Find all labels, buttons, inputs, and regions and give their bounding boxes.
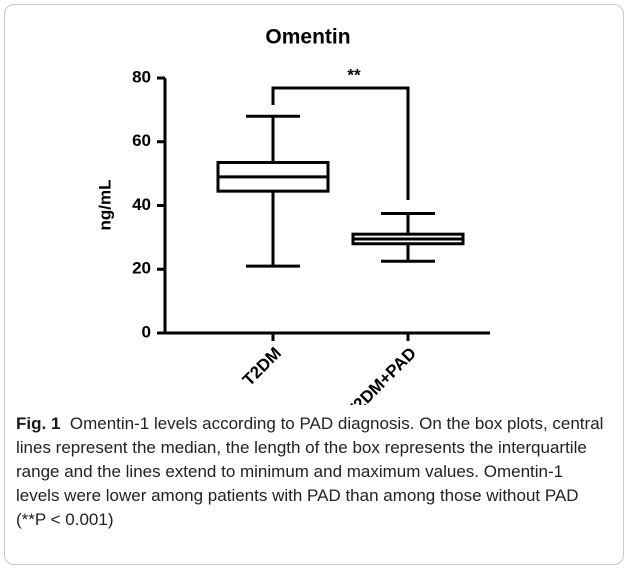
significance-bracket	[271, 86, 410, 200]
y-tick-label: 80	[132, 67, 151, 86]
caption-text: Omentin-1 levels according to PAD diagno…	[16, 414, 604, 529]
y-tick-label: 20	[132, 259, 151, 278]
x-tick-label: T2DM	[239, 344, 285, 390]
x-tick-label: T2DM+PAD	[342, 344, 420, 405]
y-tick-label: 40	[132, 195, 151, 214]
chart-title: Omentin	[265, 26, 350, 49]
caption: Fig. 1 Omentin-1 levels according to PAD…	[16, 412, 611, 532]
figure-frame	[4, 4, 624, 565]
y-tick-label: 0	[142, 322, 151, 341]
caption-label: Fig. 1	[16, 414, 61, 433]
chart: Omentin ng/mL 0 20 40 60 80 T2DM T2DM+PAD **	[95, 26, 490, 405]
y-axis-label: ng/mL	[95, 180, 114, 231]
significance-label: **	[347, 65, 361, 84]
y-tick-label: 60	[132, 131, 151, 150]
